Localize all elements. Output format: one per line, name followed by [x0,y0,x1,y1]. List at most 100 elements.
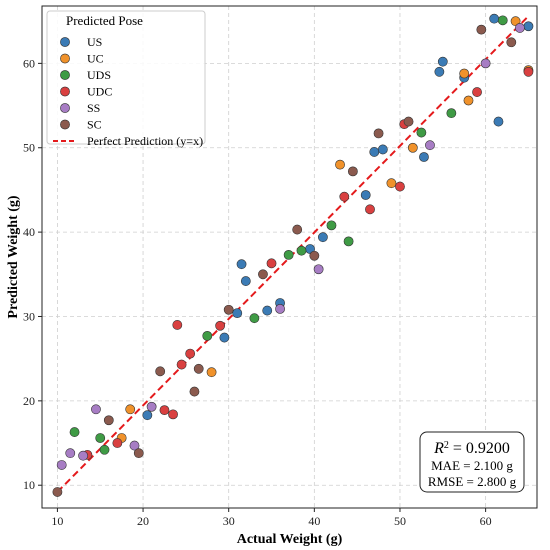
axis-ticks: 10 20 30 40 50 60 10 20 30 40 50 60 [23,56,492,528]
point-sc [292,224,303,235]
point-us [377,144,388,155]
point-ss [480,58,491,69]
x-tick-label: 10 [51,514,63,528]
legend: Predicted Pose US UC UDS UDC SS SC Perfect Pre… [46,10,206,148]
legend-marker-us [60,37,70,47]
point-udc [185,348,196,359]
legend-label-reference-line: Perfect Prediction (y=x) [87,134,203,148]
stats-box-frame [419,431,525,493]
data-points [52,13,534,497]
point-sc [476,24,487,35]
x-tick-label: 20 [137,514,149,528]
point-uds [95,433,106,443]
point-uc [125,404,136,415]
point-uds [326,220,337,231]
point-ss [425,140,435,151]
point-udc [472,87,482,97]
legend-marker-uds [60,70,70,80]
point-ss [78,450,89,461]
point-uc [407,142,418,153]
stats-box: R2 = 0.9200 MAE = 2.100 g RMSE = 2.800 g [419,431,525,493]
legend-items: US UC UDS UDC SS SC Perfect Prediction (y=x) [53,35,203,148]
point-us [489,13,500,24]
point-sc [506,37,517,48]
point-udc [523,66,534,77]
point-uds [497,15,508,26]
point-sc [373,128,384,139]
legend-marker-uc [60,53,70,64]
point-uc [206,367,217,378]
point-uds [416,127,427,138]
y-tick-label: 50 [23,141,35,155]
point-us [437,56,448,67]
legend-title: Predicted Pose [66,13,143,28]
point-us [360,190,371,200]
point-ss [65,448,76,459]
r2-superscript: 2 [444,440,449,451]
y-tick-label: 40 [23,225,35,239]
point-sc [309,250,320,261]
y-tick-label: 20 [23,394,35,408]
point-udc [172,320,183,330]
point-udc [365,204,375,215]
r2-value: = 0.9200 [449,440,510,457]
point-udc [266,258,277,269]
point-sc [133,448,144,459]
point-uds [296,245,307,256]
y-tick-label: 10 [23,478,35,492]
point-sc [258,269,268,280]
legend-box [46,10,206,145]
legend-label-us: US [87,35,102,49]
y-axis-title: Predicted Weight (g) [6,195,21,318]
point-sc [52,487,63,497]
point-uc [386,178,397,189]
point-us [317,232,328,243]
point-sc [103,415,114,426]
point-udc [339,191,350,202]
point-us [142,410,153,421]
y-tick-label: 30 [23,309,35,323]
legend-label-udc: UDC [87,85,112,99]
point-ss [313,264,324,275]
point-us [236,259,247,270]
point-us [523,21,534,32]
point-udc [176,359,187,370]
rmse-text: RMSE = 2.800 g [428,474,517,489]
legend-marker-sc [60,119,70,130]
legend-label-ss: SS [87,101,100,115]
plot-frame [41,5,538,509]
point-uds [283,249,294,260]
x-tick-label: 40 [308,514,320,528]
r2-label: R [433,440,444,457]
x-tick-label: 50 [394,514,406,528]
legend-label-uc: UC [87,52,104,66]
x-tick-label: 30 [223,514,235,528]
point-us [419,152,429,162]
point-ss [56,460,67,470]
point-us [493,116,504,127]
point-uds [69,427,80,437]
point-ss [91,404,101,415]
point-udc [159,405,170,416]
x-tick-label: 60 [480,514,492,528]
x-axis-title: Actual Weight (g) [237,532,343,547]
legend-marker-udc [60,86,70,97]
point-sc [189,386,200,397]
legend-label-sc: SC [87,118,102,132]
legend-marker-ss [60,103,70,113]
point-uc [335,159,345,170]
point-sc [193,363,204,374]
point-ss [129,440,140,451]
r2-text: R2 = 0.9200 [433,440,510,458]
point-us [262,305,273,316]
point-us [219,332,230,343]
point-udc [395,181,405,192]
point-uds [343,236,354,247]
mae-text: MAE = 2.100 g [431,458,513,473]
point-ss [514,23,525,33]
point-sc [347,166,358,177]
point-us [369,147,380,157]
point-uc [459,68,470,79]
point-ss [275,303,285,314]
